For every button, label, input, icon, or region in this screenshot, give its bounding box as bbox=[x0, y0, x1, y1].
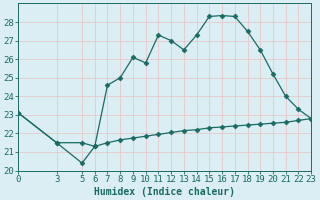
X-axis label: Humidex (Indice chaleur): Humidex (Indice chaleur) bbox=[94, 186, 235, 197]
